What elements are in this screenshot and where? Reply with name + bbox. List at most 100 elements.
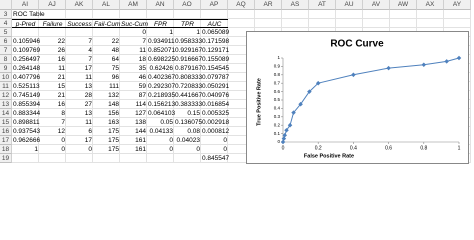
table-cell: 12 <box>57 128 65 135</box>
table-cell: 175 <box>108 146 119 153</box>
y-tick-label: 1 <box>277 55 280 60</box>
point <box>281 136 287 141</box>
table-cell: 138 <box>135 119 146 126</box>
table-cell: 0.079787 <box>202 74 230 81</box>
grid-line <box>12 90 471 91</box>
table-cell: 18 <box>138 56 146 63</box>
table-cell: 0.745149 <box>13 92 41 99</box>
table-header: p-Pred <box>12 19 39 28</box>
table-cell: 0.383333 <box>175 101 203 108</box>
table-cell: 0.04023 <box>176 137 201 144</box>
y-tick-label: 0.1 <box>274 131 281 136</box>
row-header: 6 <box>0 37 12 46</box>
point <box>351 72 356 78</box>
y-tick-label: 0 <box>277 139 280 144</box>
table-header: TPR <box>174 19 201 28</box>
row-header: 19 <box>0 154 12 163</box>
table-cell: 1 <box>196 29 200 36</box>
table-cell: 21 <box>57 74 65 81</box>
table-cell: 0.934911 <box>148 38 175 45</box>
table-title: ROC Table <box>13 11 45 18</box>
table-cell: 0.040976 <box>202 92 230 99</box>
point <box>421 62 427 67</box>
row-header: 16 <box>0 127 12 136</box>
table-cell: 1 <box>169 29 173 36</box>
table-cell: 0.005325 <box>202 110 230 117</box>
grid-line <box>12 126 471 127</box>
table-cell: 0.218935 <box>148 92 176 99</box>
table-cell: 132 <box>108 92 119 99</box>
table-cell: 21 <box>57 92 65 99</box>
table-cell: 0.264148 <box>13 65 41 72</box>
y-tick-label: 0.8 <box>274 72 281 77</box>
column-header: AQ <box>228 0 255 10</box>
table-cell: 0.402367 <box>148 74 176 81</box>
table-cell: 27 <box>84 101 92 108</box>
grid-line <box>12 144 471 145</box>
y-tick-label: 0.5 <box>274 97 281 102</box>
row-header: 12 <box>0 91 12 100</box>
table-cell: 0.016854 <box>202 101 230 108</box>
point <box>456 55 462 61</box>
grid-line <box>12 135 471 136</box>
table-cell: 0.156213 <box>148 101 176 108</box>
column-header: AI <box>12 0 39 10</box>
table-cell: 114 <box>135 101 146 108</box>
grid-line <box>12 162 471 163</box>
table-cell: 0.000812 <box>202 128 230 135</box>
row-header: 11 <box>0 82 12 91</box>
table-cell: 0.064103 <box>148 110 176 117</box>
table-cell: 0.937543 <box>13 128 41 135</box>
row-header: 5 <box>0 28 12 37</box>
column-header: AS <box>282 0 309 10</box>
row-header: 17 <box>0 136 12 145</box>
table-header: Failure <box>39 19 66 28</box>
table-cell: 0 <box>142 29 146 36</box>
table-cell: 0.08 <box>187 128 200 135</box>
point <box>287 122 293 128</box>
table-cell: 0 <box>223 146 227 153</box>
table-cell: 0.855394 <box>13 101 41 108</box>
table-cell: 46 <box>138 74 146 81</box>
point <box>444 59 449 64</box>
column-header: AX <box>417 0 444 10</box>
table-cell: 0.929167 <box>175 47 203 54</box>
grid-line <box>12 99 471 100</box>
table-cell: 0.845547 <box>202 155 230 162</box>
table-cell: 163 <box>108 119 119 126</box>
point <box>386 65 391 71</box>
table-cell: 156 <box>108 110 119 117</box>
column-header: AN <box>147 0 174 10</box>
curve-line <box>282 57 460 143</box>
row-header: 7 <box>0 46 12 55</box>
grid-line <box>12 81 471 82</box>
column-header: AW <box>390 0 417 10</box>
column-header: AV <box>363 0 390 10</box>
spreadsheet: AI AJ AK AL AM AN AO AP AQ AR AS AT AU AV AW AX AY 3 4 5 6 7 8… <box>0 0 471 164</box>
table-cell: 7 <box>142 38 146 45</box>
table-cell: 22 <box>57 38 65 45</box>
table-cell: 0.256497 <box>13 56 41 63</box>
point <box>282 133 288 138</box>
table-cell: 17 <box>84 65 92 72</box>
grid-line <box>12 54 471 55</box>
table-cell: 0.105946 <box>13 38 41 45</box>
table-header: AUC <box>201 19 228 28</box>
chart[interactable]: ROC Curve False Positive Rate True Posit… <box>246 31 469 164</box>
row-header: 14 <box>0 109 12 118</box>
table-cell: 16 <box>57 101 65 108</box>
table-cell: 0.62426 <box>149 65 174 72</box>
point <box>280 139 286 145</box>
table-cell: 26 <box>57 47 65 54</box>
column-header: AY <box>444 0 471 10</box>
corner <box>0 0 12 10</box>
table-cell: 8 <box>61 110 65 117</box>
grid-line <box>12 18 471 19</box>
table-cell: 0 <box>169 146 173 153</box>
x-tick-label: 0.4 <box>350 145 357 151</box>
grid-line <box>12 153 471 154</box>
table-cell: 0.898811 <box>13 119 40 126</box>
point <box>284 127 289 133</box>
table-cell: 0 <box>61 146 65 153</box>
y-tick-label: 0.6 <box>274 89 281 94</box>
